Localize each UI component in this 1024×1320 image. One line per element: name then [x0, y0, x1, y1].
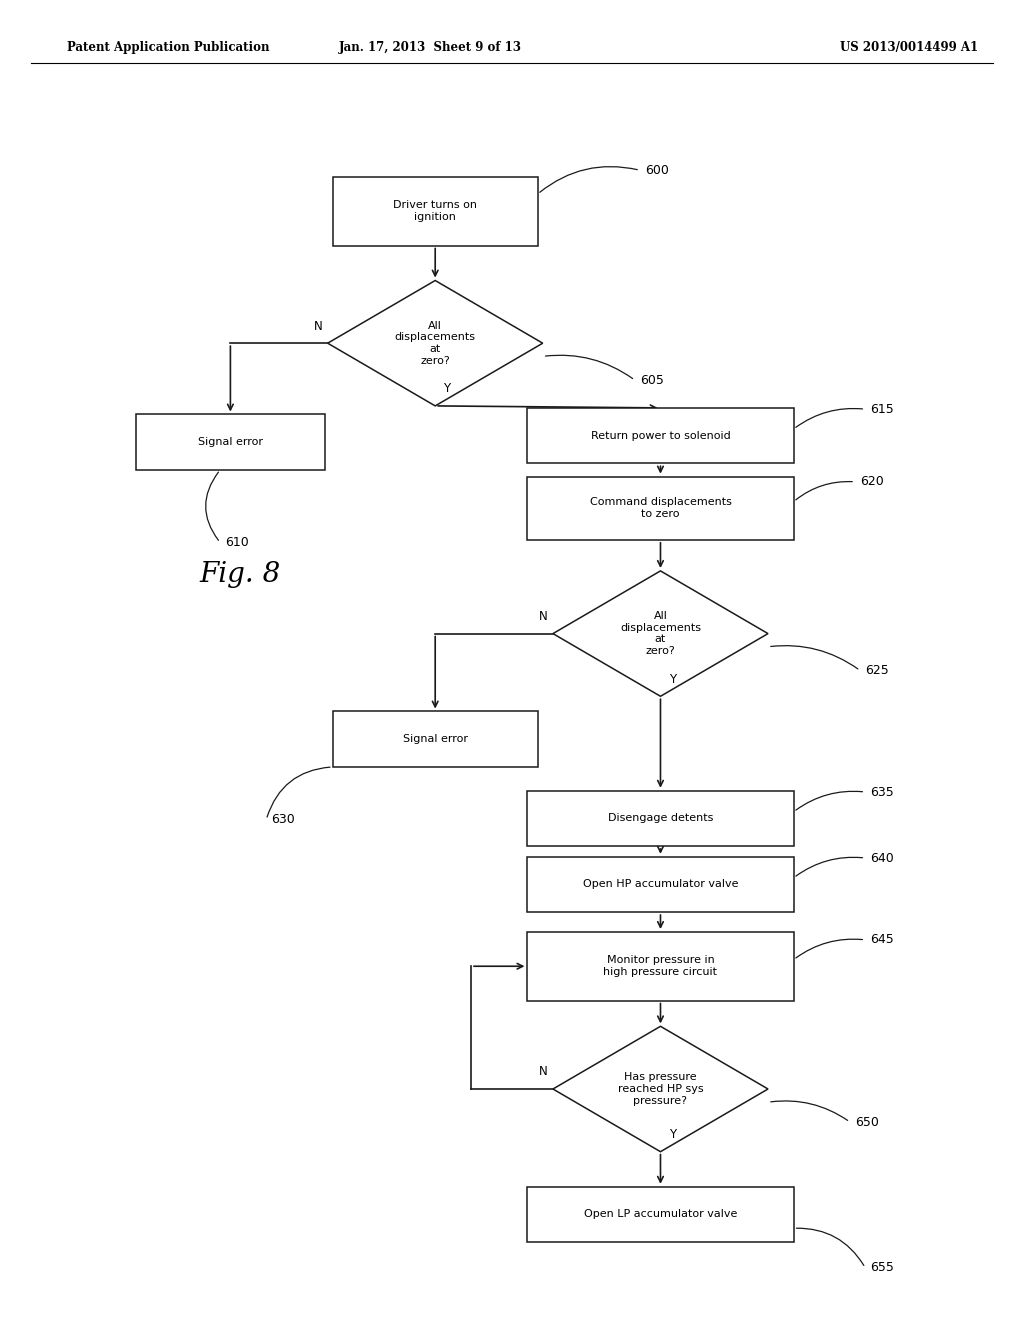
- Text: 615: 615: [870, 403, 894, 416]
- Text: 600: 600: [645, 164, 669, 177]
- FancyBboxPatch shape: [527, 1187, 794, 1242]
- Text: Patent Application Publication: Patent Application Publication: [67, 41, 269, 54]
- Text: Monitor pressure in
high pressure circuit: Monitor pressure in high pressure circui…: [603, 956, 718, 977]
- Text: 630: 630: [271, 813, 295, 826]
- FancyBboxPatch shape: [135, 414, 326, 470]
- Text: 635: 635: [870, 785, 894, 799]
- Text: All
displacements
at
zero?: All displacements at zero?: [394, 321, 476, 366]
- Text: 620: 620: [860, 475, 884, 488]
- Text: 625: 625: [865, 664, 889, 677]
- FancyBboxPatch shape: [527, 791, 794, 846]
- Text: Return power to solenoid: Return power to solenoid: [591, 430, 730, 441]
- Text: Signal error: Signal error: [198, 437, 263, 447]
- Text: Command displacements
to zero: Command displacements to zero: [590, 498, 731, 519]
- FancyBboxPatch shape: [333, 177, 538, 246]
- Text: Disengage detents: Disengage detents: [608, 813, 713, 824]
- Text: N: N: [539, 610, 548, 623]
- Text: Signal error: Signal error: [402, 734, 468, 744]
- Polygon shape: [328, 281, 543, 407]
- Text: All
displacements
at
zero?: All displacements at zero?: [620, 611, 701, 656]
- Text: N: N: [313, 319, 323, 333]
- Text: Y: Y: [669, 1129, 676, 1140]
- Text: 655: 655: [870, 1262, 894, 1274]
- Text: Open HP accumulator valve: Open HP accumulator valve: [583, 879, 738, 890]
- FancyBboxPatch shape: [527, 408, 794, 463]
- FancyBboxPatch shape: [527, 932, 794, 1001]
- Text: Fig. 8: Fig. 8: [200, 561, 281, 587]
- Text: 650: 650: [855, 1115, 879, 1129]
- Text: Has pressure
reached HP sys
pressure?: Has pressure reached HP sys pressure?: [617, 1072, 703, 1106]
- FancyBboxPatch shape: [527, 857, 794, 912]
- Polygon shape: [553, 1027, 768, 1151]
- Text: 645: 645: [870, 933, 894, 946]
- Text: Jan. 17, 2013  Sheet 9 of 13: Jan. 17, 2013 Sheet 9 of 13: [339, 41, 521, 54]
- Text: 605: 605: [640, 374, 664, 387]
- Text: US 2013/0014499 A1: US 2013/0014499 A1: [840, 41, 978, 54]
- Text: Y: Y: [443, 383, 451, 396]
- Text: Open LP accumulator valve: Open LP accumulator valve: [584, 1209, 737, 1220]
- Text: Y: Y: [669, 673, 676, 685]
- Text: N: N: [539, 1065, 548, 1078]
- FancyBboxPatch shape: [527, 477, 794, 540]
- Text: Driver turns on
ignition: Driver turns on ignition: [393, 201, 477, 222]
- FancyBboxPatch shape: [333, 711, 538, 767]
- Text: 610: 610: [225, 536, 249, 549]
- Text: 640: 640: [870, 851, 894, 865]
- Polygon shape: [553, 570, 768, 697]
